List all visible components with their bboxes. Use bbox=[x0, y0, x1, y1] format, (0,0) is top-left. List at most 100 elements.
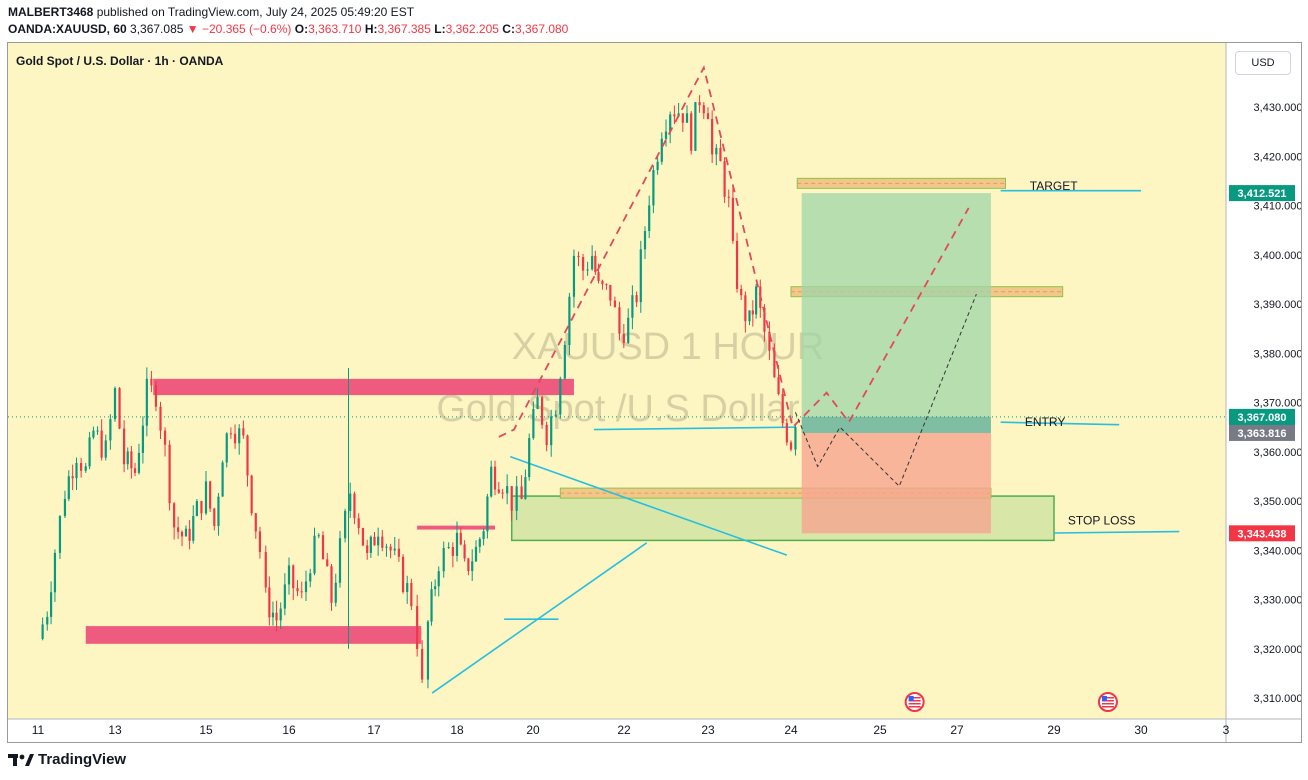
y-tick-label: 3,430.000 bbox=[1254, 102, 1302, 114]
candle-body bbox=[369, 536, 372, 553]
candle-body bbox=[669, 114, 672, 132]
open-label: O: bbox=[294, 22, 309, 36]
candle-body bbox=[627, 317, 630, 343]
candle-body bbox=[271, 612, 275, 618]
trend-up-1 bbox=[431, 542, 648, 694]
candle bbox=[159, 401, 162, 440]
candle-body bbox=[195, 501, 198, 516]
candle bbox=[275, 600, 278, 632]
candle-body bbox=[554, 414, 557, 417]
chart-panel[interactable]: XAUUSD 1 HOUR Gold Spot /U.S Dollar TARGET… bbox=[7, 42, 1302, 743]
annotation-target: TARGET bbox=[1030, 179, 1078, 193]
candle-body bbox=[459, 532, 462, 545]
candle bbox=[748, 310, 751, 326]
y-tick-label: 3,420.000 bbox=[1254, 151, 1302, 163]
candle bbox=[442, 541, 445, 578]
candle bbox=[532, 401, 535, 440]
candle-body bbox=[532, 408, 535, 439]
candle-body bbox=[501, 492, 504, 494]
candle bbox=[490, 460, 493, 498]
candle-body bbox=[123, 428, 126, 465]
candle-body bbox=[493, 466, 497, 490]
candle-body bbox=[200, 501, 203, 514]
candle-body bbox=[471, 561, 474, 571]
candle-body bbox=[467, 558, 470, 571]
x-tick-label: 20 bbox=[526, 723, 540, 737]
candle-body bbox=[254, 513, 257, 532]
candle-body bbox=[238, 428, 241, 444]
candle-body bbox=[126, 451, 129, 465]
candle bbox=[437, 566, 440, 597]
candle-body bbox=[361, 528, 365, 546]
candle-body bbox=[528, 438, 531, 478]
candle-body bbox=[794, 427, 797, 450]
candle-body bbox=[225, 433, 228, 463]
candle bbox=[204, 470, 208, 516]
candle bbox=[536, 388, 539, 410]
flag-stripe bbox=[1101, 697, 1114, 699]
candle-body bbox=[789, 442, 793, 450]
x-tick-label: 23 bbox=[701, 723, 715, 737]
symbol-label: OANDA:XAUUSD, 60 bbox=[8, 22, 127, 36]
annotation-stop-loss: STOP LOSS bbox=[1068, 514, 1136, 528]
x-tick-label: 3 bbox=[1223, 723, 1230, 737]
candle bbox=[113, 386, 117, 422]
candle bbox=[755, 283, 758, 319]
candle-body bbox=[373, 536, 376, 546]
candle bbox=[80, 457, 83, 478]
candle-body bbox=[652, 169, 655, 206]
candle bbox=[200, 500, 203, 520]
candle-body bbox=[366, 545, 369, 553]
candle-body bbox=[96, 430, 99, 432]
candle bbox=[719, 139, 722, 162]
candle-body bbox=[250, 475, 253, 514]
y-tick-label: 3,370.000 bbox=[1254, 398, 1302, 410]
candle-body bbox=[349, 493, 352, 511]
price-change: −20.365 (−0.6%) bbox=[202, 22, 292, 36]
candle-body bbox=[605, 284, 608, 286]
candle-body bbox=[221, 462, 224, 497]
candle-body bbox=[130, 451, 133, 469]
currency-button[interactable]: USD bbox=[1235, 51, 1291, 75]
candle bbox=[563, 340, 566, 380]
flag-ring bbox=[904, 692, 925, 712]
candle bbox=[794, 423, 797, 456]
candle bbox=[309, 568, 312, 588]
candle bbox=[150, 370, 153, 393]
candle bbox=[96, 426, 99, 435]
candle-body bbox=[389, 546, 392, 551]
published-text: published on TradingView.com, July 24, 2… bbox=[96, 5, 415, 19]
candle-body bbox=[416, 606, 419, 649]
candle bbox=[594, 250, 597, 275]
candle bbox=[434, 579, 437, 597]
candle-body bbox=[118, 388, 121, 429]
candle bbox=[326, 552, 329, 567]
candle-body bbox=[163, 430, 167, 445]
candle-body bbox=[455, 532, 459, 556]
candle bbox=[639, 240, 642, 313]
candle-body bbox=[550, 416, 553, 446]
close-value: 3,367.080 bbox=[514, 22, 569, 36]
candle bbox=[572, 249, 576, 308]
author-name[interactable]: MALBERT3468 bbox=[8, 5, 94, 19]
candle-body bbox=[209, 481, 212, 509]
candle-body bbox=[677, 113, 680, 117]
y-tick-label: 3,330.000 bbox=[1254, 595, 1302, 607]
candle-body bbox=[71, 476, 74, 479]
candle bbox=[173, 502, 176, 540]
candle bbox=[381, 530, 384, 552]
x-tick-label: 25 bbox=[873, 723, 887, 737]
small-resistance bbox=[417, 525, 495, 530]
candle bbox=[586, 261, 589, 276]
candle-body bbox=[275, 612, 278, 621]
candle bbox=[141, 416, 145, 464]
tradingview-logo[interactable]: TradingView bbox=[8, 751, 126, 768]
candle bbox=[317, 533, 320, 539]
candle-body bbox=[773, 350, 776, 378]
trend-down-1 bbox=[509, 455, 788, 556]
candle-body bbox=[154, 385, 158, 407]
candle-body bbox=[430, 589, 433, 622]
candle bbox=[669, 111, 672, 144]
candle-body bbox=[591, 255, 594, 270]
